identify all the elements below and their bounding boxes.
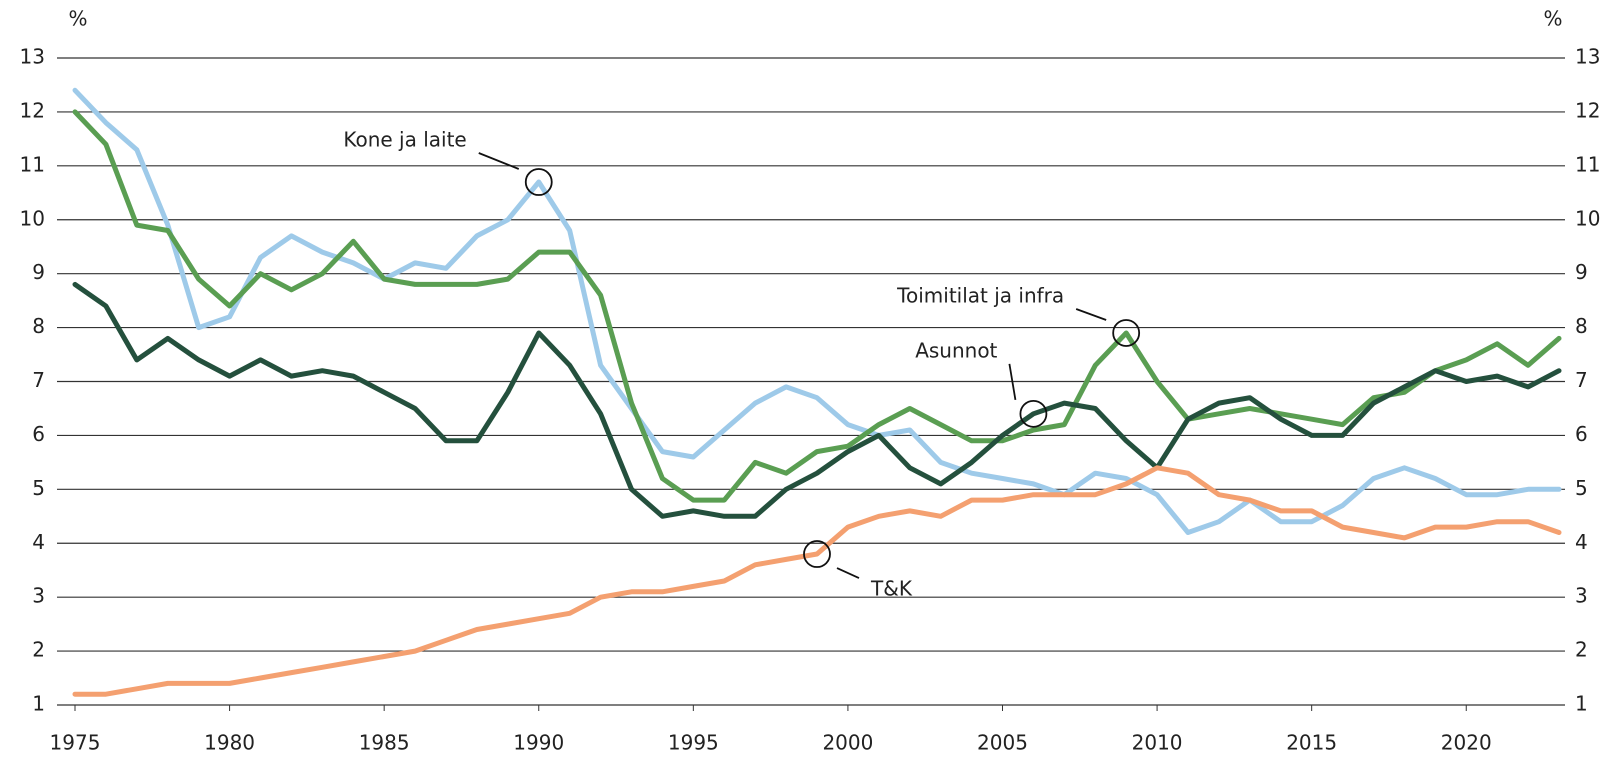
x-tick-label: 1985 <box>359 731 410 755</box>
series-line <box>72 281 1562 519</box>
y-tick-label-left: 2 <box>32 638 45 662</box>
y-tick-label-right: 8 <box>1575 314 1588 338</box>
annotation-label: Toimitilat ja infra <box>896 283 1064 307</box>
y-tick-label-right: 11 <box>1575 152 1600 176</box>
annotation-circle <box>1112 319 1141 347</box>
y-tick-label-left: 1 <box>32 692 45 716</box>
x-tick-label: 2000 <box>822 731 873 755</box>
y-tick-label-right: 2 <box>1575 638 1588 662</box>
x-tick-label: 1980 <box>204 731 255 755</box>
annotation-leader <box>1008 363 1017 400</box>
y-tick-label-left: 7 <box>32 368 45 392</box>
x-tick-label: 2005 <box>977 731 1028 755</box>
y-tick-label-right: 4 <box>1575 530 1588 554</box>
series-line <box>72 87 1562 535</box>
y-tick-label-right: 5 <box>1575 476 1588 500</box>
x-tick-label: 2020 <box>1441 731 1492 755</box>
y-tick-label-left: 13 <box>20 45 45 69</box>
y-tick-label-left: 9 <box>32 260 45 284</box>
series-line <box>72 109 1562 503</box>
y-tick-label-right: 3 <box>1575 584 1588 608</box>
series-line <box>72 465 1562 697</box>
annotation-leader <box>836 567 860 579</box>
y-tick-label-left: 5 <box>32 476 45 500</box>
annotation-label: T&K <box>870 577 913 601</box>
x-tick-label: 2015 <box>1286 731 1337 755</box>
annotation-circle <box>524 168 553 196</box>
annotation-circle <box>803 540 831 568</box>
annotation-circle <box>1019 399 1048 428</box>
y-unit-left: % <box>68 7 87 31</box>
annotation-leader <box>1075 308 1107 321</box>
y-tick-label-right: 13 <box>1575 45 1600 69</box>
y-tick-label-right: 6 <box>1575 422 1588 446</box>
y-unit-right: % <box>1543 7 1562 31</box>
y-tick-label-right: 7 <box>1575 368 1588 392</box>
y-tick-label-left: 11 <box>20 152 45 176</box>
annotation-leader <box>478 152 520 170</box>
annotation-label: Kone ja laite <box>343 128 466 152</box>
y-tick-label-right: 10 <box>1575 206 1600 230</box>
y-tick-label-right: 9 <box>1575 260 1588 284</box>
y-tick-label-left: 6 <box>32 422 45 446</box>
y-tick-label-right: 1 <box>1575 692 1588 716</box>
y-tick-label-left: 3 <box>32 584 45 608</box>
y-tick-label-right: 12 <box>1575 98 1600 122</box>
annotation-label: Asunnot <box>915 338 997 362</box>
x-tick-label: 1975 <box>50 731 101 755</box>
y-tick-label-left: 8 <box>32 314 45 338</box>
y-tick-label-left: 12 <box>20 98 45 122</box>
y-tick-label-left: 4 <box>32 530 45 554</box>
y-tick-label-left: 10 <box>20 206 45 230</box>
x-tick-label: 1990 <box>513 731 564 755</box>
x-tick-label: 2010 <box>1132 731 1183 755</box>
x-tick-label: 1995 <box>668 731 719 755</box>
